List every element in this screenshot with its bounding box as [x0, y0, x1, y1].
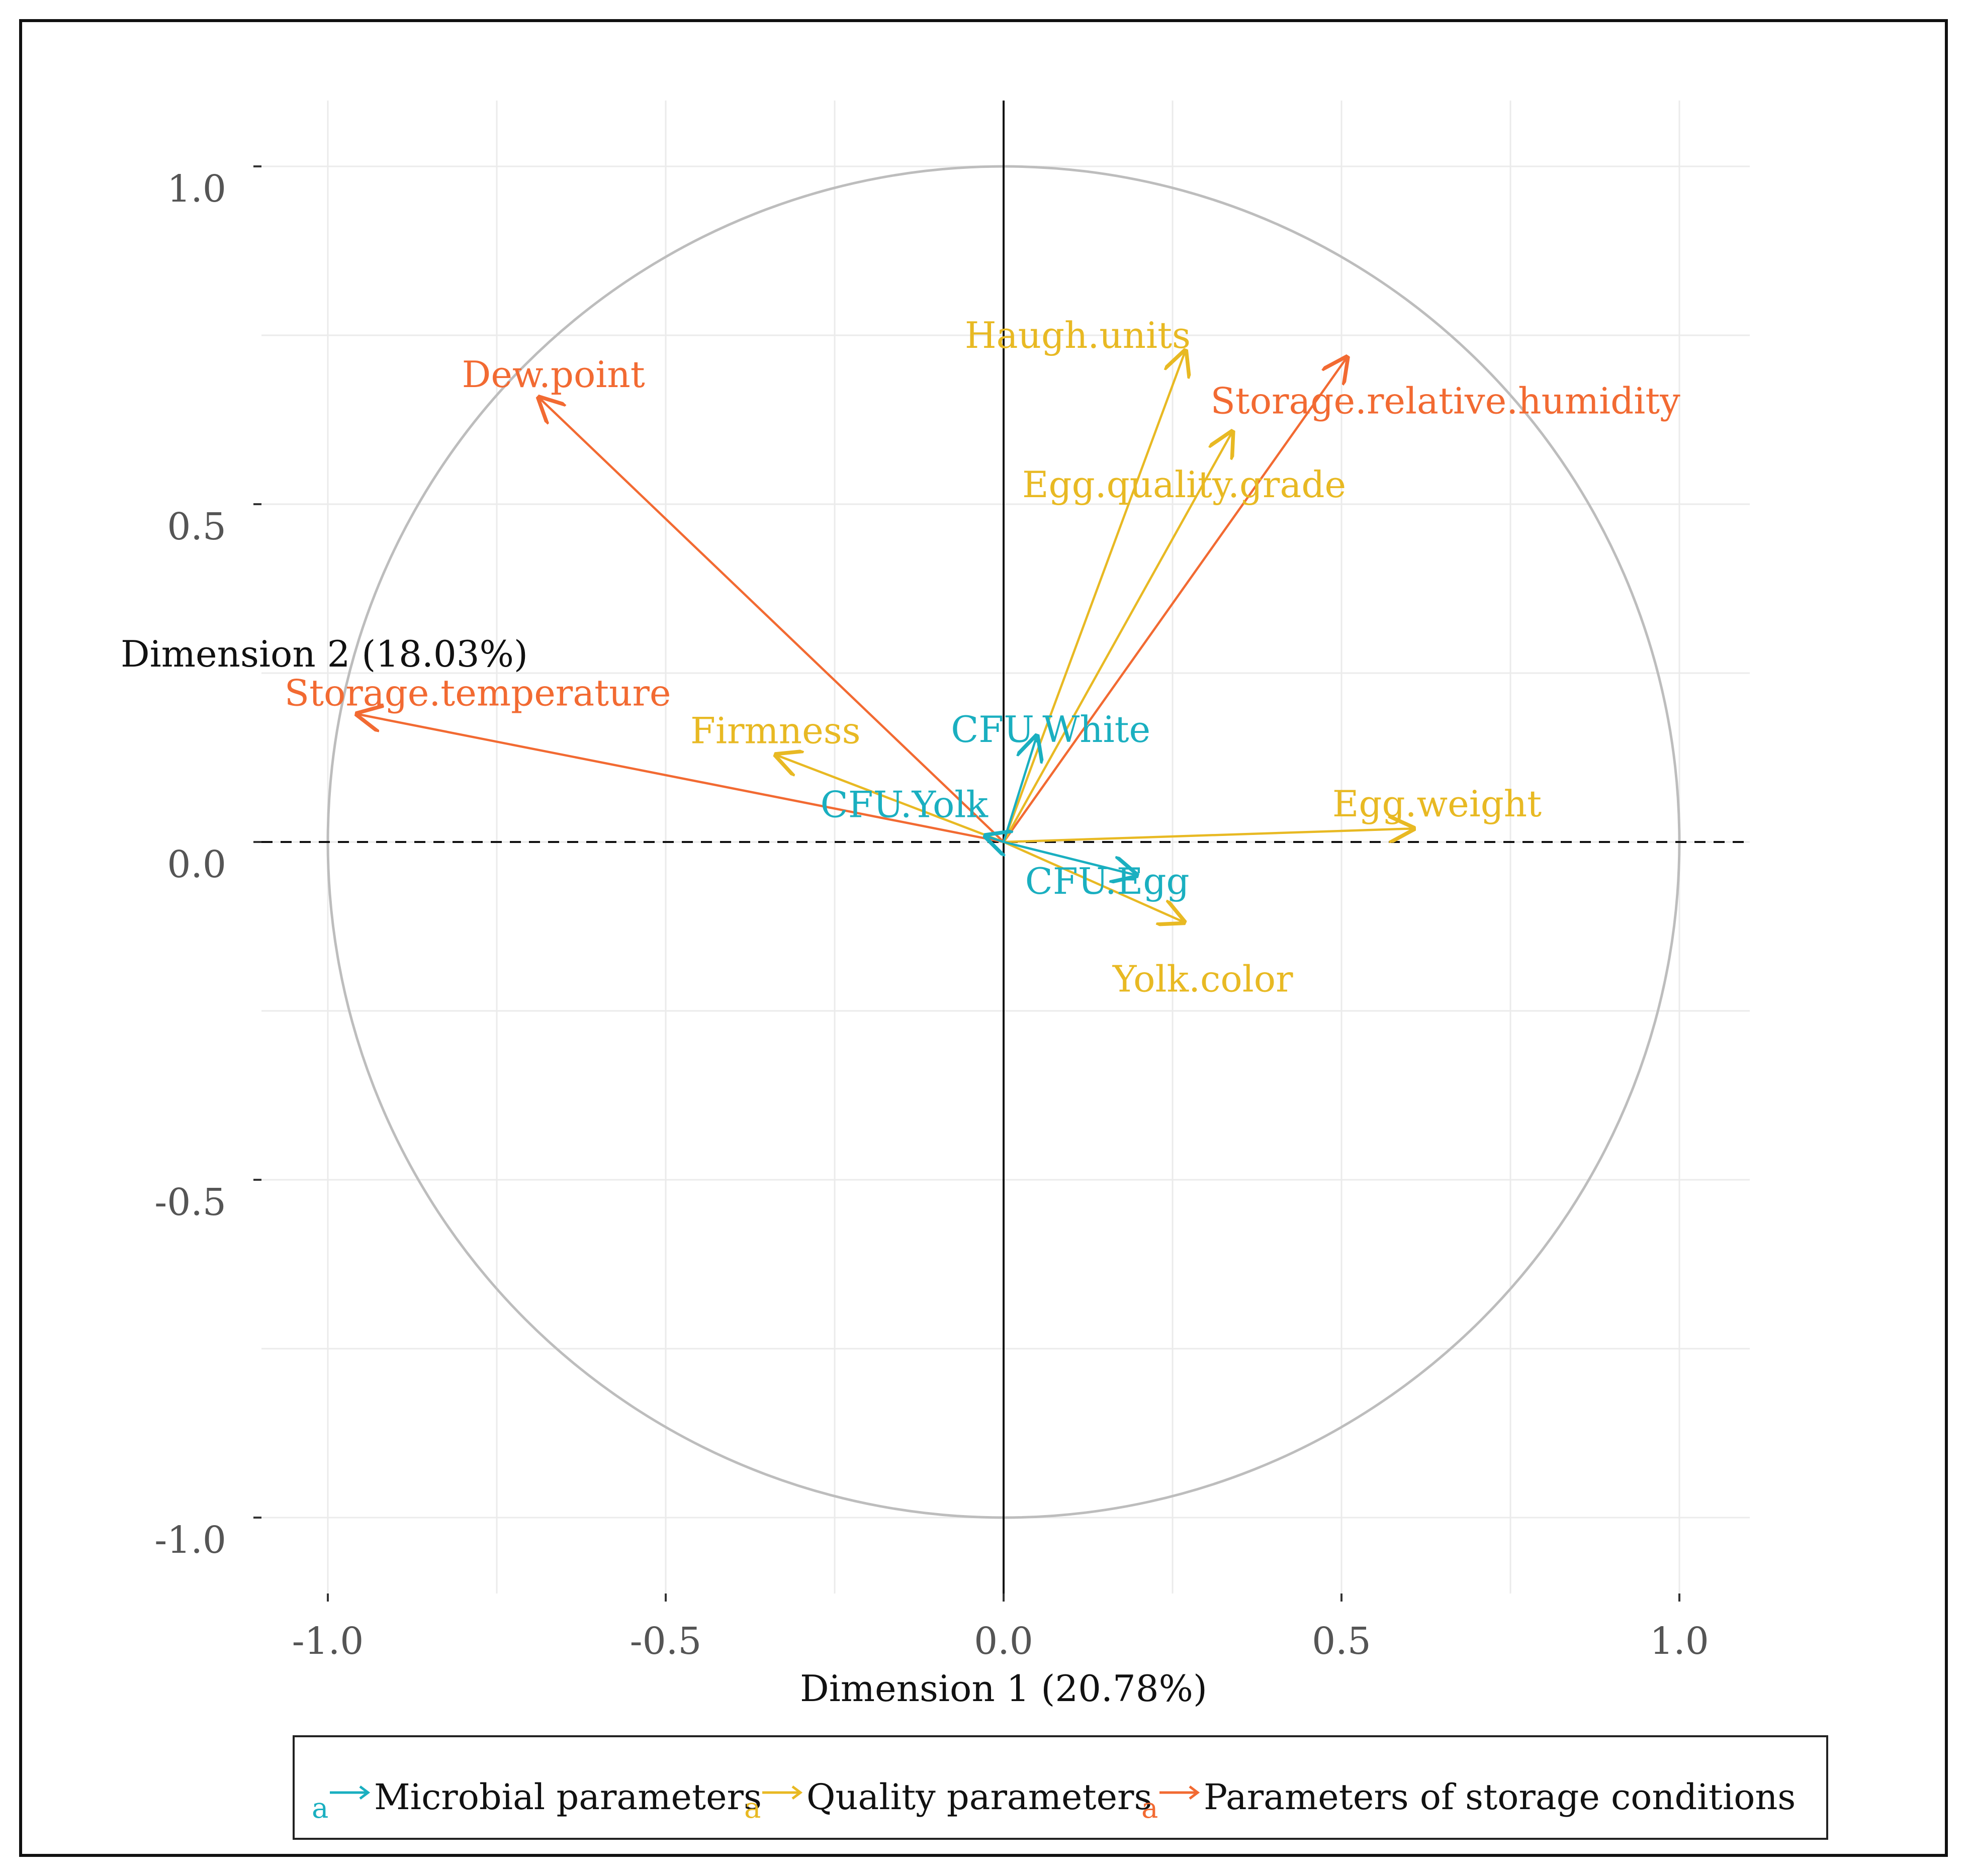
arrow-storage-relative-humidity: [1003, 355, 1348, 843]
x-tick-label: 1.0: [1650, 1620, 1709, 1663]
variable-arrows: [355, 349, 1416, 923]
label-dew-point: Dew.point: [462, 353, 645, 396]
y-axis-title: Dimension 2 (18.03%): [121, 633, 528, 675]
label-haugh-units: Haugh.units: [965, 314, 1191, 356]
arrow-cfu-egg: [1003, 840, 1139, 876]
x-tick-label: -1.0: [292, 1620, 364, 1663]
label-cfu-white: CFU.White: [951, 708, 1150, 751]
y-tick-label: 1.0: [167, 167, 226, 211]
arrow-haugh-units: [1002, 349, 1186, 842]
x-tick-label: 0.0: [974, 1620, 1033, 1663]
arrow-cfu-white: [1002, 734, 1037, 842]
arrow-yolk-color: [1003, 840, 1186, 923]
legend-label-microbial: Microbial parameters: [374, 1776, 762, 1818]
arrow-egg-weight: [1003, 828, 1416, 843]
legend-key-quality-icon: a: [742, 1772, 803, 1825]
y-tick-label: -0.5: [154, 1181, 226, 1224]
label-egg-weight: Egg.weight: [1332, 783, 1542, 825]
legend-key-microbial-icon: a: [310, 1772, 371, 1825]
svg-text:a: a: [744, 1792, 761, 1823]
legend-label-quality: Quality parameters: [807, 1776, 1152, 1818]
arrow-egg-quality-grade: [1003, 430, 1233, 843]
variable-labels: Dew.point Storage.temperature Storage.rela…: [285, 314, 1680, 1000]
y-tick-label: -1.0: [154, 1519, 226, 1562]
arrow-storage-temperature: [355, 714, 1004, 843]
label-firmness: Firmness: [690, 709, 861, 752]
label-storage-relative-humidity: Storage.relative.humidity: [1210, 380, 1680, 422]
label-cfu-yolk: CFU.Yolk: [821, 784, 989, 826]
arrow-firmness: [774, 754, 1004, 843]
label-cfu-egg: CFU.Egg: [1025, 860, 1190, 902]
legend-key-storage-icon: a: [1139, 1772, 1200, 1825]
legend-label-storage: Parameters of storage conditions: [1204, 1776, 1796, 1818]
label-storage-temperature: Storage.temperature: [285, 672, 671, 714]
label-egg-quality-grade: Egg.quality.grade: [1022, 463, 1346, 506]
x-axis-title: Dimension 1 (20.78%): [800, 1667, 1207, 1710]
label-yolk-color: Yolk.color: [1112, 958, 1293, 1000]
x-tick-label: 0.5: [1312, 1620, 1371, 1663]
svg-text:a: a: [1141, 1792, 1158, 1823]
y-tick-label: 0.0: [167, 843, 226, 886]
arrow-cfu-yolk: [983, 835, 1004, 842]
figure-frame: [19, 19, 1948, 1857]
arrow-dew-point: [537, 396, 1005, 843]
svg-text:a: a: [312, 1792, 328, 1823]
legend: a Microbial parameters a Quality paramet…: [293, 1735, 1828, 1840]
x-tick-label: -0.5: [630, 1620, 702, 1663]
y-tick-label: 0.5: [167, 505, 226, 548]
tick-labels: -1.0 -0.5 0.0 0.5 1.0 1.0 0.5 0.0 -0.5 -1.0: [154, 165, 1709, 1663]
